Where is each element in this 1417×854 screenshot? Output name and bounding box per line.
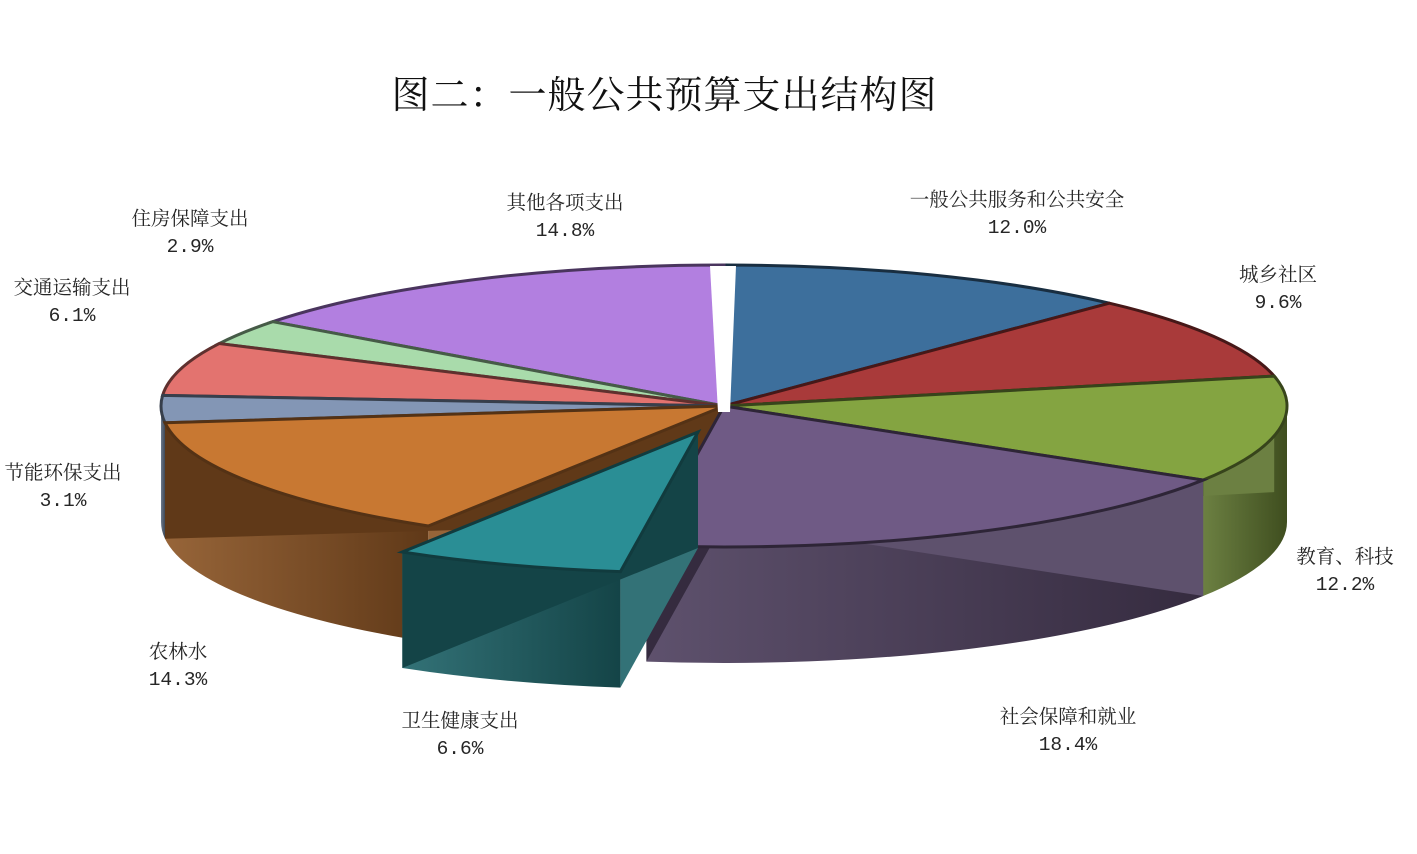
svg-text:3.1%: 3.1%	[40, 490, 87, 512]
svg-text:社会保障和就业: 社会保障和就业	[1000, 701, 1137, 729]
svg-text:12.0%: 12.0%	[988, 217, 1047, 239]
svg-text:其他各项支出: 其他各项支出	[506, 187, 623, 215]
svg-text:14.3%: 14.3%	[149, 669, 208, 691]
svg-text:交通运输支出: 交通运输支出	[13, 272, 130, 300]
svg-text:一般公共服务和公共安全: 一般公共服务和公共安全	[910, 184, 1125, 212]
svg-text:2.9%: 2.9%	[167, 236, 214, 258]
svg-text:14.8%: 14.8%	[536, 220, 595, 242]
svg-text:住房保障支出: 住房保障支出	[131, 203, 248, 231]
svg-text:城乡社区: 城乡社区	[1239, 259, 1317, 287]
svg-text:卫生健康支出: 卫生健康支出	[401, 705, 518, 733]
svg-text:教育、科技: 教育、科技	[1296, 541, 1394, 569]
svg-text:6.1%: 6.1%	[49, 305, 96, 327]
svg-text:18.4%: 18.4%	[1039, 734, 1098, 756]
svg-text:9.6%: 9.6%	[1255, 292, 1302, 314]
svg-text:农林水: 农林水	[149, 636, 208, 664]
svg-text:12.2%: 12.2%	[1316, 574, 1375, 596]
svg-text:节能环保支出: 节能环保支出	[4, 457, 121, 485]
svg-text:6.6%: 6.6%	[437, 738, 484, 760]
